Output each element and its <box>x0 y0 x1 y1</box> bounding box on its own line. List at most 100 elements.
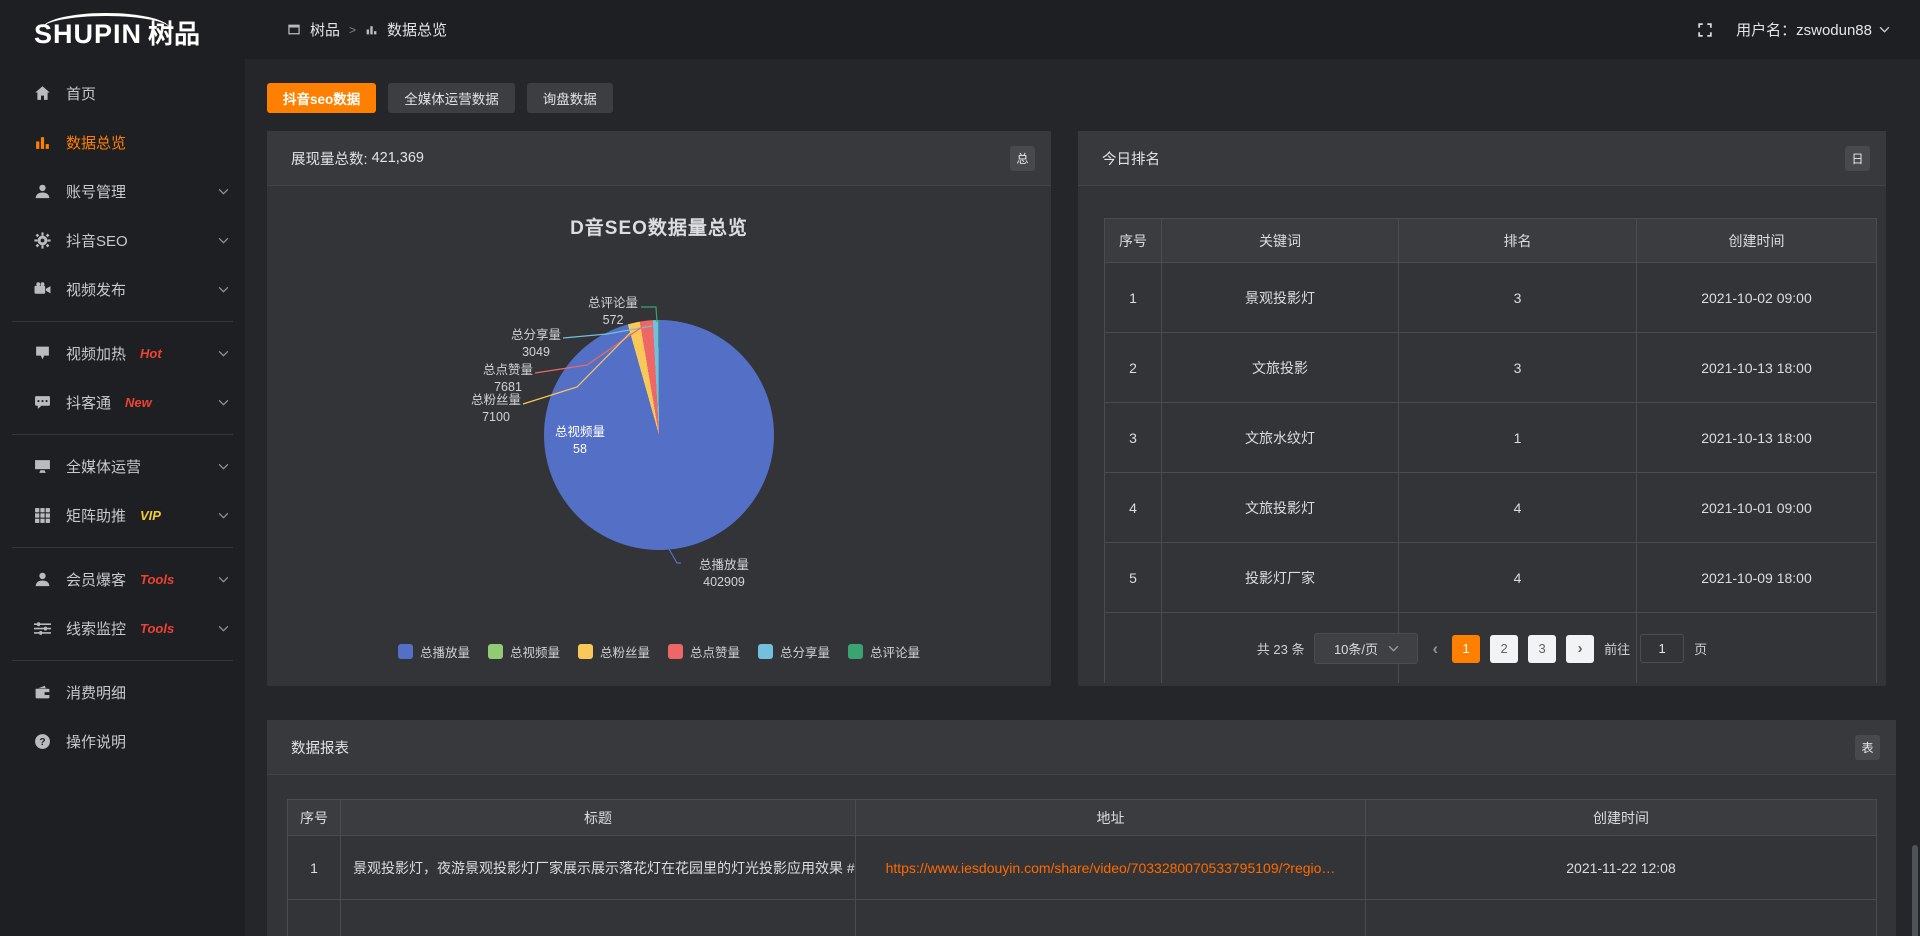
sidebar-item-6[interactable]: 抖客通 New <box>0 378 245 435</box>
seo-chart-panel: 展现量总数: 421,369 总 D音SEO数据量总览 总评论量 572 总分享… <box>267 131 1051 686</box>
pagination-total: 共 23 条 <box>1256 642 1305 657</box>
ranking-table: 序号 关键词 排名 创建时间 1 景观投影灯 3 2021-10-02 09:00 2 文旅投影… <box>1104 218 1877 683</box>
legend-item-4[interactable]: 总分享量 <box>758 642 830 661</box>
page-button-2[interactable]: 2 <box>1490 634 1519 663</box>
table-cell <box>855 899 1366 936</box>
sidebar-item-4[interactable]: 视频发布 <box>0 265 245 322</box>
table-cell: 1 <box>1104 262 1162 333</box>
sidebar-badge: New <box>125 395 152 410</box>
total-corner-button[interactable]: 总 <box>1010 145 1035 171</box>
table-cell: 2021-10-09 18:00 <box>1636 542 1877 613</box>
sidebar-item-label: 操作说明 <box>66 734 127 751</box>
chevron-down-icon <box>218 576 229 583</box>
user-icon <box>34 183 51 200</box>
goto-page-input[interactable] <box>1640 634 1685 663</box>
chevron-down-icon <box>218 188 229 195</box>
sidebar-badge: VIP <box>140 508 161 523</box>
pagination: 共 23 条 10条/页 ‹ 123 › 前往 页 <box>1078 633 1886 664</box>
sidebar-item-10[interactable]: 线索监控 Tools <box>0 604 245 661</box>
user-label: 用户名：zswodun88 <box>1736 22 1872 39</box>
goto-label: 前往 <box>1604 642 1631 657</box>
legend-label: 总视频量 <box>509 646 560 660</box>
chart-title: D音SEO数据量总览 <box>570 218 748 239</box>
legend-swatch <box>577 644 593 659</box>
legend-item-5[interactable]: 总评论量 <box>848 642 920 661</box>
home-icon <box>34 85 51 102</box>
column-header: 标题 <box>340 799 856 836</box>
chevron-down-icon <box>218 286 229 293</box>
fullscreen-icon[interactable] <box>1696 21 1714 39</box>
legend-swatch <box>397 644 413 659</box>
legend-item-3[interactable]: 总点赞量 <box>668 642 740 661</box>
legend-item-2[interactable]: 总粉丝量 <box>577 642 650 661</box>
sidebar-item-2[interactable]: 账号管理 <box>0 167 245 216</box>
sidebar-item-label: 抖客通 <box>66 395 112 412</box>
legend-item-0[interactable]: 总播放量 <box>397 642 470 661</box>
sidebar-item-label: 矩阵助推 <box>66 508 127 525</box>
chevron-down-icon <box>218 237 229 244</box>
page-button-3[interactable]: 3 <box>1528 634 1557 663</box>
legend-swatch <box>848 644 864 659</box>
sidebar-item-5[interactable]: 视频加热 Hot <box>0 329 245 378</box>
chevron-down-icon <box>218 350 229 357</box>
sidebar-item-3[interactable]: 抖音SEO <box>0 216 245 265</box>
tab-0[interactable]: 抖音seo数据 <box>267 83 377 113</box>
today-ranking-panel: 今日排名 日 序号 关键词 排名 创建时间 1 景观投影灯 3 2021-10-02 09:… <box>1078 131 1886 686</box>
table-row: 3 文旅水纹灯 1 2021-10-13 18:00 <box>1104 402 1877 473</box>
chevron-down-icon <box>1879 26 1890 33</box>
chevron-down-icon <box>1388 645 1399 652</box>
table-cell: 文旅投影 <box>1161 332 1399 403</box>
day-corner-button[interactable]: 日 <box>1845 145 1870 171</box>
monitor-icon <box>34 458 51 475</box>
column-header: 序号 <box>287 799 341 836</box>
table-cell: 3 <box>1398 332 1637 403</box>
sidebar-item-9[interactable]: 会员爆客 Tools <box>0 555 245 604</box>
sidebar-item-0[interactable]: 首页 <box>0 69 245 118</box>
table-cell: 文旅投影灯 <box>1161 472 1399 543</box>
table-corner-button[interactable]: 表 <box>1855 734 1880 760</box>
banner-icon <box>34 345 51 362</box>
table-cell <box>287 899 341 936</box>
legend-label: 总点赞量 <box>690 646 741 660</box>
sidebar-item-label: 会员爆客 <box>66 572 127 589</box>
table-cell: 5 <box>1104 542 1162 613</box>
tab-1[interactable]: 全媒体运营数据 <box>388 83 515 113</box>
prev-page-button[interactable]: ‹ <box>1432 638 1439 658</box>
sidebar-item-label: 线索监控 <box>66 621 127 638</box>
legend-swatch <box>758 644 774 659</box>
scrollbar-thumb[interactable] <box>1912 845 1918 936</box>
sidebar-badge: Tools <box>140 572 175 587</box>
sidebar-item-1[interactable]: 数据总览 <box>0 118 245 167</box>
table-cell-title: 景观投影灯，夜游景观投影灯厂家展示展示落花灯在花园里的灯光投影应用效果 # <box>340 835 856 900</box>
table-cell-link[interactable]: https://www.iesdouyin.com/share/video/70… <box>855 835 1366 900</box>
grid-icon <box>34 507 51 524</box>
pie-label-comments: 总评论量 572 <box>587 296 638 327</box>
data-report-panel: 数据报表 表 序号 标题 地址 创建时间 1 景观投影灯，夜游景观投影灯厂家展示展示落花… <box>267 720 1896 936</box>
sidebar-item-8[interactable]: 矩阵助推 VIP <box>0 491 245 548</box>
table-cell: 2021-10-13 18:00 <box>1636 402 1877 473</box>
sidebar-item-7[interactable]: 全媒体运营 <box>0 442 245 491</box>
next-page-button[interactable]: › <box>1566 634 1595 663</box>
table-row: 2 文旅投影 3 2021-10-13 18:00 <box>1104 332 1877 403</box>
app-logo[interactable]: SHUPIN 树品 <box>0 9 245 51</box>
legend-label: 总播放量 <box>419 646 470 660</box>
page-size-select[interactable]: 10条/页 <box>1314 633 1419 664</box>
table-row: 5 投影灯厂家 4 2021-10-09 18:00 <box>1104 542 1877 613</box>
page-button-1[interactable]: 1 <box>1452 634 1481 663</box>
table-cell: 1 <box>287 835 341 900</box>
sidebar-item-11[interactable]: 消费明细 <box>0 668 245 717</box>
pie-label-plays: 总播放量 402909 <box>698 558 749 589</box>
logo-arc <box>42 12 170 29</box>
tab-2[interactable]: 询盘数据 <box>526 83 613 113</box>
table-row-stub <box>287 899 1877 936</box>
breadcrumb-root[interactable]: 树品 <box>310 22 341 39</box>
sidebar-item-12[interactable]: ? 操作说明 <box>0 717 245 766</box>
user-menu[interactable]: 用户名：zswodun88 <box>1736 19 1890 40</box>
breadcrumb-current[interactable]: 数据总览 <box>387 22 448 39</box>
table-cell: 文旅水纹灯 <box>1161 402 1399 473</box>
report-table: 序号 标题 地址 创建时间 1 景观投影灯，夜游景观投影灯厂家展示展示落花灯在花园里的灯… <box>287 799 1877 936</box>
legend-item-1[interactable]: 总视频量 <box>487 642 560 661</box>
sidebar-badge: Tools <box>140 621 175 636</box>
chevron-down-icon <box>218 512 229 519</box>
bar-chart-icon <box>34 134 51 151</box>
